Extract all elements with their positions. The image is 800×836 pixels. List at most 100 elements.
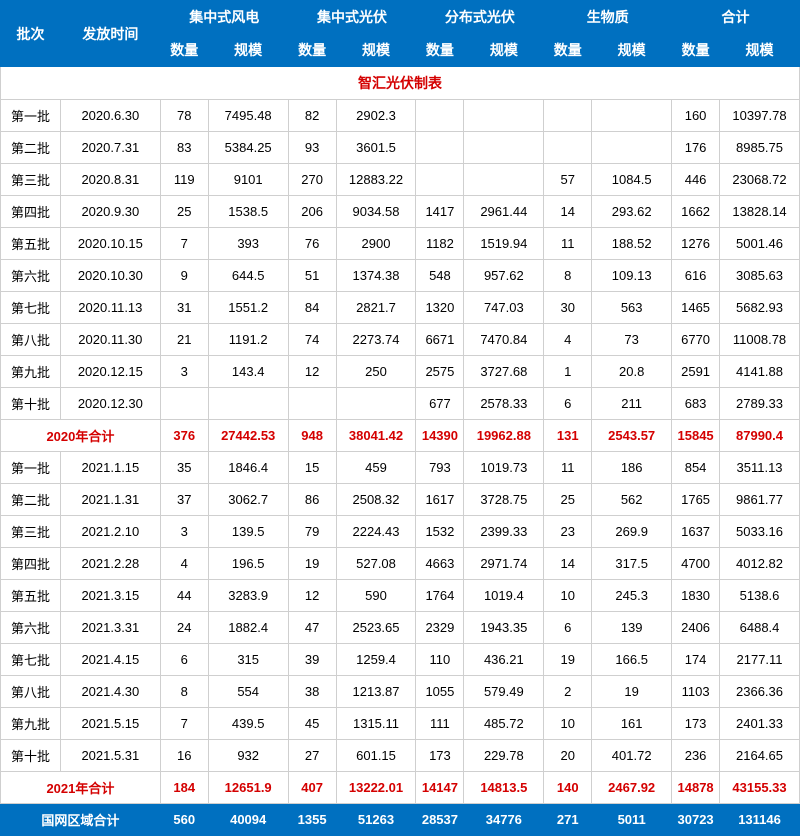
- table-row: 第三批2020.8.31119910127012883.22571084.544…: [1, 164, 800, 196]
- cell-6: 2: [544, 676, 592, 708]
- cell-1: 3062.7: [208, 484, 288, 516]
- cell-4: 1417: [416, 196, 464, 228]
- cell-5: [464, 164, 544, 196]
- cell-8: 1276: [672, 228, 720, 260]
- cell-date: 2021.4.15: [60, 644, 160, 676]
- cell-2: 76: [288, 228, 336, 260]
- table-title: 智汇光伏制表: [1, 67, 800, 100]
- col-scale: 规模: [720, 34, 800, 67]
- cell-date: 2020.7.31: [60, 132, 160, 164]
- cell-4: 1182: [416, 228, 464, 260]
- cell-0: 119: [160, 164, 208, 196]
- cell-3: 1315.11: [336, 708, 416, 740]
- cell-0: 4: [160, 548, 208, 580]
- cell-8: 2591: [672, 356, 720, 388]
- cell-9: 2177.11: [720, 644, 800, 676]
- cell-6: 20: [544, 740, 592, 772]
- cell-9: 9861.77: [720, 484, 800, 516]
- cell-2: 47: [288, 612, 336, 644]
- cell-date: 2021.3.15: [60, 580, 160, 612]
- cell-3: 1259.4: [336, 644, 416, 676]
- cell-6: 271: [544, 804, 592, 836]
- cell-0: 376: [160, 420, 208, 452]
- cell-8: 1637: [672, 516, 720, 548]
- cell-3: 51263: [336, 804, 416, 836]
- cell-2: 948: [288, 420, 336, 452]
- cell-9: 5001.46: [720, 228, 800, 260]
- cell-5: 1019.4: [464, 580, 544, 612]
- cell-7: 186: [592, 452, 672, 484]
- cell-batch: 第四批: [1, 548, 61, 580]
- cell-1: [208, 388, 288, 420]
- table-row: 第九批2021.5.157439.5451315.11111485.721016…: [1, 708, 800, 740]
- cell-7: 19: [592, 676, 672, 708]
- cell-3: 459: [336, 452, 416, 484]
- cell-batch: 第三批: [1, 516, 61, 548]
- cell-5: 229.78: [464, 740, 544, 772]
- cell-6: 8: [544, 260, 592, 292]
- cell-date: 2021.5.31: [60, 740, 160, 772]
- cell-6: 23: [544, 516, 592, 548]
- table-row: 第八批2021.4.308554381213.871055579.4921911…: [1, 676, 800, 708]
- cell-2: 74: [288, 324, 336, 356]
- col-group-pv-c: 集中式光伏: [288, 1, 416, 34]
- cell-date: 2020.10.30: [60, 260, 160, 292]
- cell-8: 236: [672, 740, 720, 772]
- cell-date: 2020.10.15: [60, 228, 160, 260]
- cell-9: 6488.4: [720, 612, 800, 644]
- cell-0: 25: [160, 196, 208, 228]
- cell-7: 269.9: [592, 516, 672, 548]
- cell-3: 2902.3: [336, 100, 416, 132]
- cell-1: 1846.4: [208, 452, 288, 484]
- cell-5: 19962.88: [464, 420, 544, 452]
- table-row: 第五批2021.3.15443283.91259017641019.410245…: [1, 580, 800, 612]
- cell-6: 11: [544, 228, 592, 260]
- cell-3: 2273.74: [336, 324, 416, 356]
- cell-date: 2021.4.30: [60, 676, 160, 708]
- cell-9: 3085.63: [720, 260, 800, 292]
- cell-2: 38: [288, 676, 336, 708]
- col-group-total: 合计: [672, 1, 800, 34]
- table-row: 第十批2020.12.306772578.3362116832789.33: [1, 388, 800, 420]
- cell-7: [592, 132, 672, 164]
- cell-6: 6: [544, 612, 592, 644]
- cell-4: 28537: [416, 804, 464, 836]
- cell-0: 3: [160, 356, 208, 388]
- cell-batch: 第二批: [1, 132, 61, 164]
- cell-4: 793: [416, 452, 464, 484]
- cell-3: 250: [336, 356, 416, 388]
- cell-2: [288, 388, 336, 420]
- cell-date: 2020.12.15: [60, 356, 160, 388]
- cell-9: 10397.78: [720, 100, 800, 132]
- cell-3: [336, 388, 416, 420]
- cell-8: 1465: [672, 292, 720, 324]
- cell-date: 2021.2.10: [60, 516, 160, 548]
- cell-8: 15845: [672, 420, 720, 452]
- cell-6: 57: [544, 164, 592, 196]
- cell-date: 2021.1.15: [60, 452, 160, 484]
- cell-9: 5138.6: [720, 580, 800, 612]
- cell-7: 562: [592, 484, 672, 516]
- cell-3: 590: [336, 580, 416, 612]
- table-row: 第四批2020.9.30251538.52069034.5814172961.4…: [1, 196, 800, 228]
- cell-5: 957.62: [464, 260, 544, 292]
- cell-6: 14: [544, 196, 592, 228]
- cell-5: 485.72: [464, 708, 544, 740]
- col-scale: 规模: [336, 34, 416, 67]
- col-qty: 数量: [672, 34, 720, 67]
- cell-7: 166.5: [592, 644, 672, 676]
- grand-total-row: 国网区域合计5604009413555126328537347762715011…: [1, 804, 800, 836]
- cell-8: 1103: [672, 676, 720, 708]
- cell-0: 6: [160, 644, 208, 676]
- cell-6: 1: [544, 356, 592, 388]
- cell-batch: 第八批: [1, 676, 61, 708]
- cell-7: 139: [592, 612, 672, 644]
- cell-8: 1765: [672, 484, 720, 516]
- cell-batch: 第九批: [1, 356, 61, 388]
- cell-2: 79: [288, 516, 336, 548]
- cell-1: 143.4: [208, 356, 288, 388]
- cell-8: 4700: [672, 548, 720, 580]
- cell-7: 109.13: [592, 260, 672, 292]
- cell-2: 84: [288, 292, 336, 324]
- cell-2: 93: [288, 132, 336, 164]
